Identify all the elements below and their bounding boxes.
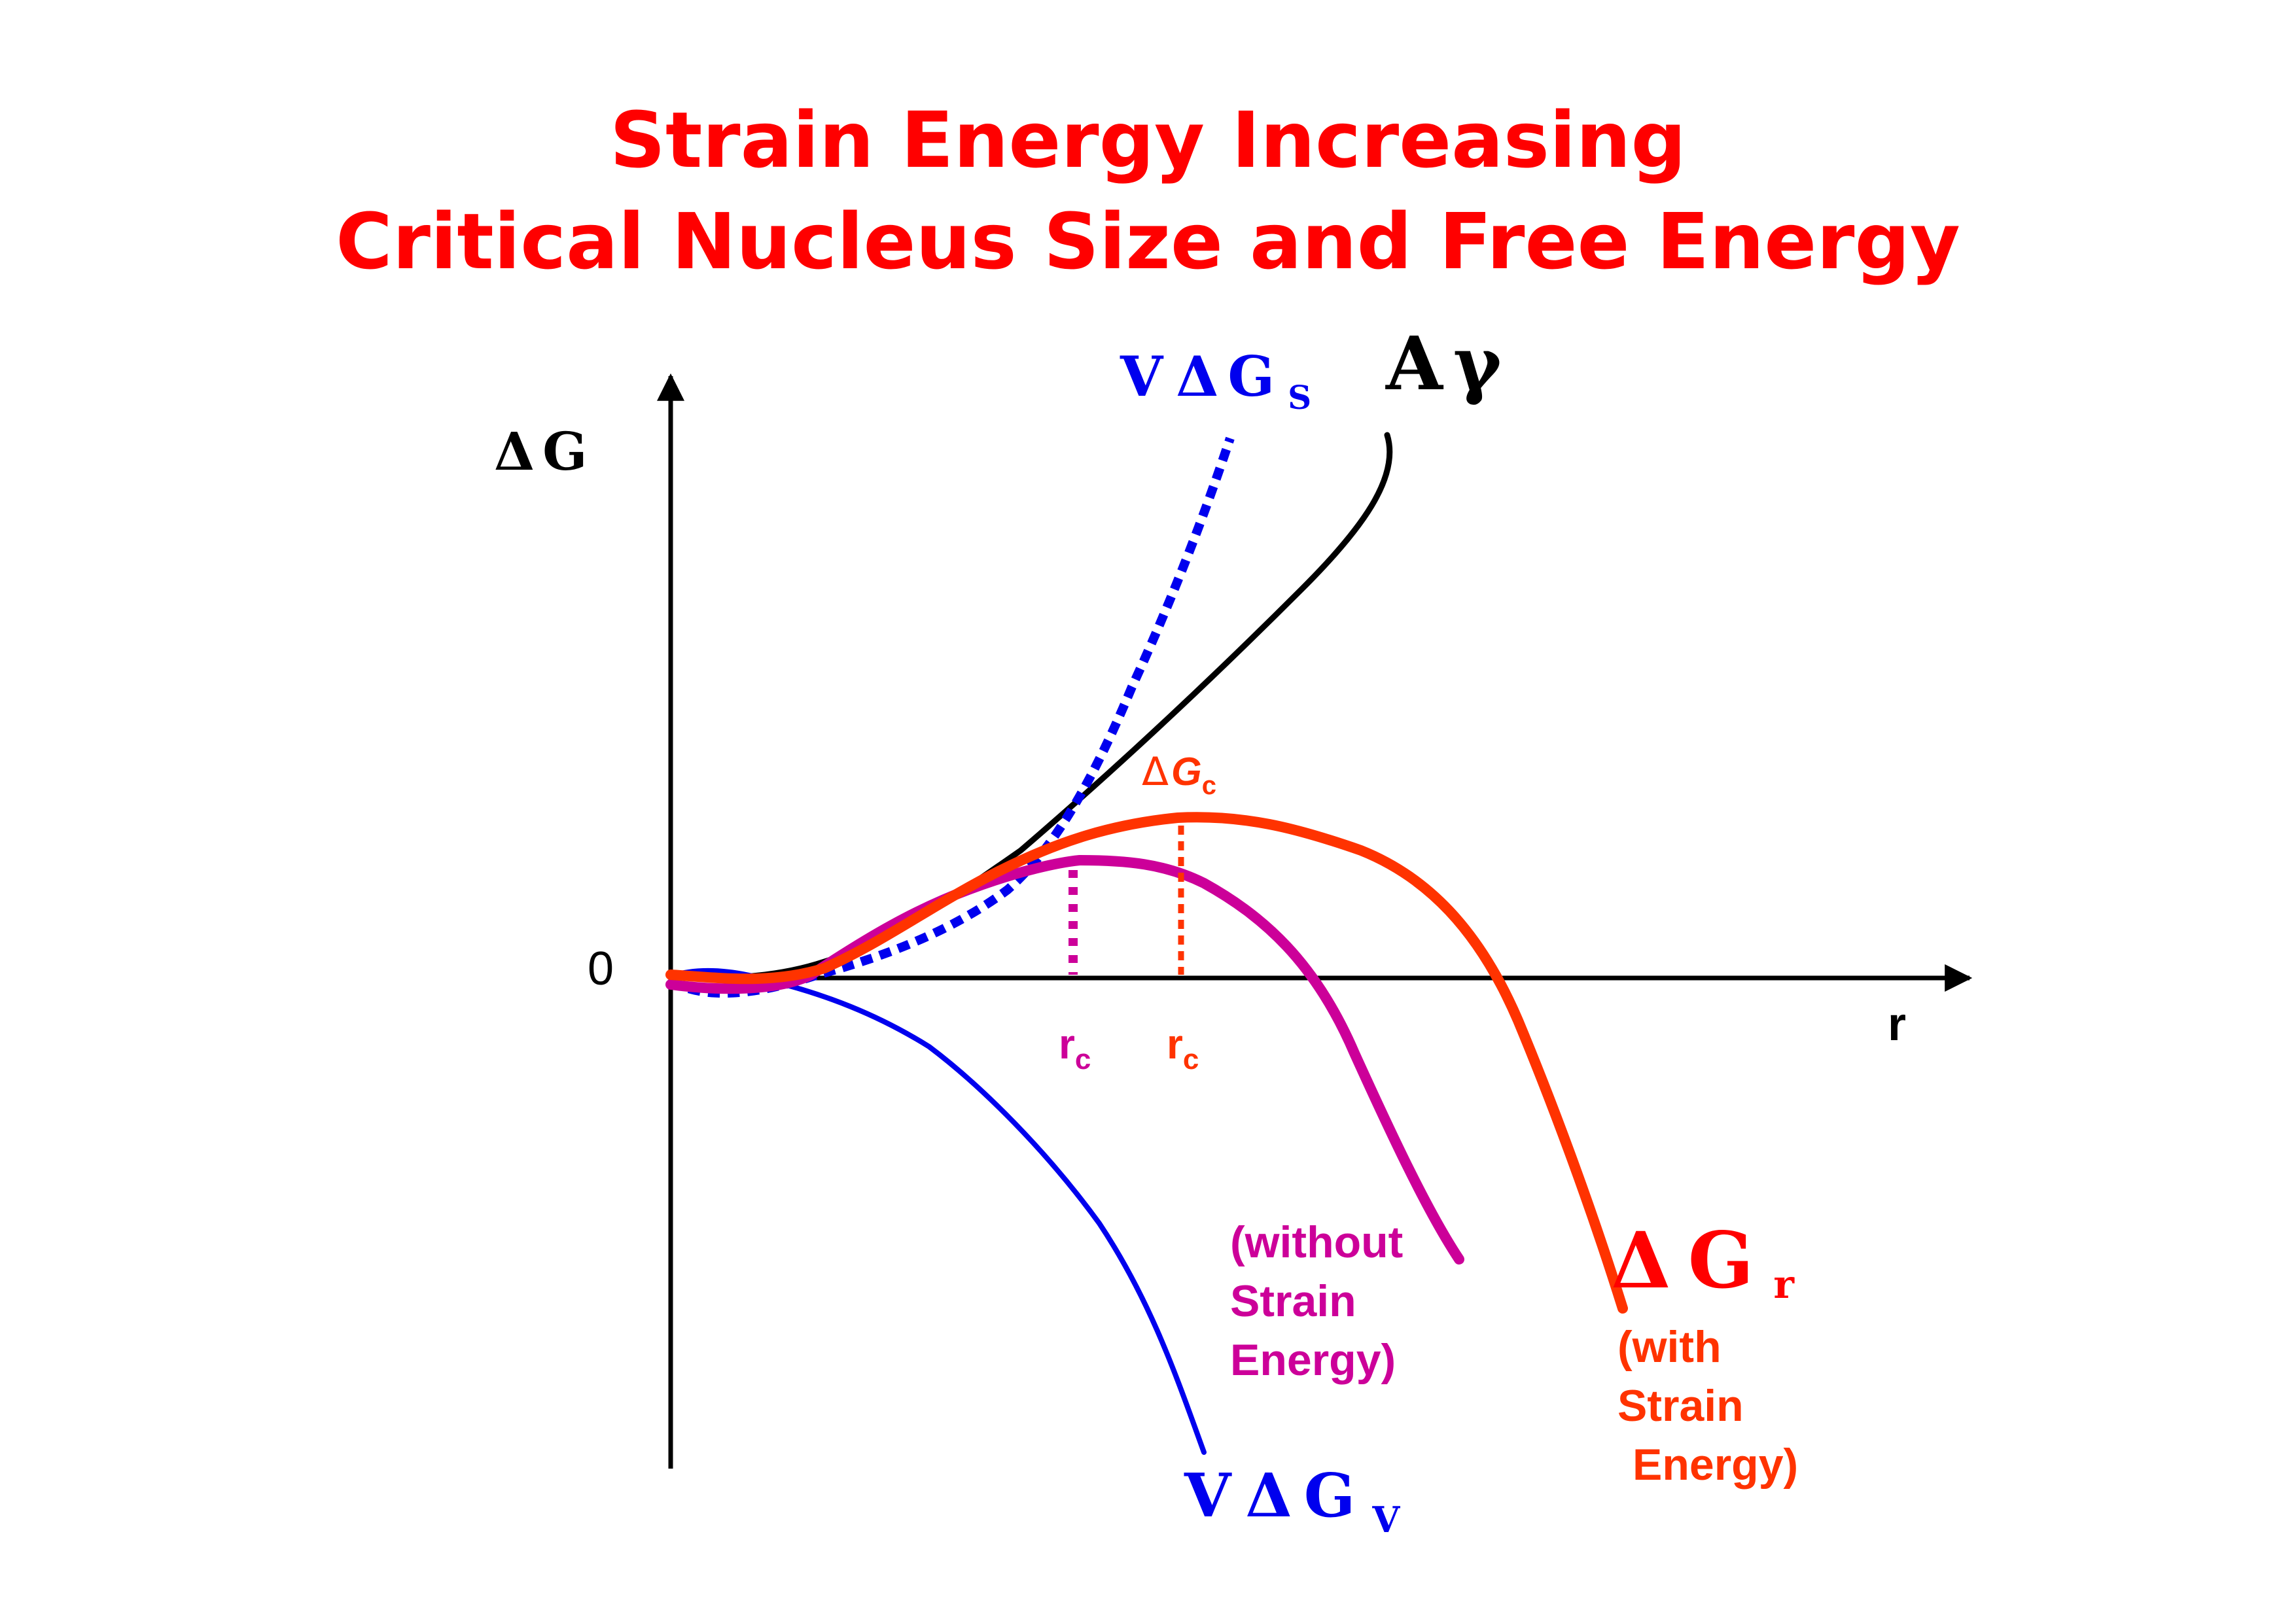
strain-energy-curve (668, 436, 1235, 998)
without-strain-label: (without Strain Energy) (1230, 1217, 1403, 1385)
origin-label: 0 (588, 943, 614, 995)
svg-text:Energy): Energy) (1633, 1440, 1798, 1490)
with-strain-label: (with Strain Energy) (1617, 1322, 1798, 1490)
critical-energy-label: ΔGc (1142, 749, 1216, 800)
title-line-1: Strain Energy Increasing (610, 95, 1686, 185)
rc-without-label: rc (1059, 1021, 1091, 1075)
x-axis-label: r (1888, 998, 1906, 1051)
svg-text:(with: (with (1617, 1322, 1722, 1372)
title-line-2: Critical Nucleus Size and Free Energy (336, 196, 1960, 287)
svg-text:Energy): Energy) (1230, 1335, 1396, 1385)
svg-text:(without: (without (1230, 1217, 1403, 1267)
volume-energy-curve (668, 968, 1207, 1455)
surface-energy-curve (667, 432, 1393, 981)
rc-with-label: rc (1167, 1021, 1199, 1075)
with-strain-curve (665, 812, 1628, 1314)
svg-text:Strain: Strain (1230, 1276, 1356, 1326)
svg-text:Strain: Strain (1617, 1381, 1744, 1431)
